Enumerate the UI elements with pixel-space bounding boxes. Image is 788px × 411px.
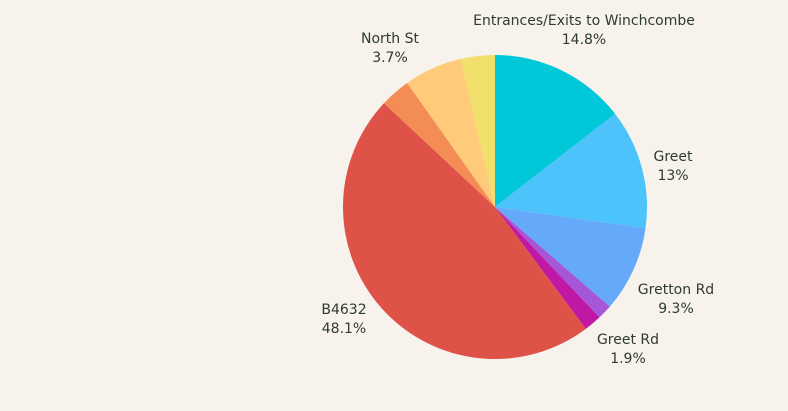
pie-slice-7 (407, 58, 495, 208)
slice-label: Greet (653, 149, 693, 165)
slice-value-label: 3.7% (372, 50, 408, 66)
pie-slices (342, 55, 648, 360)
pie-slice-entrances-exits-to-winchcombe (495, 55, 616, 207)
slice-value-label: 13% (657, 168, 688, 184)
pie-labels: Entrances/Exits to Winchcombe 14.8% Greet 1… (321, 13, 714, 367)
slice-value-label: 14.8% (562, 32, 606, 48)
pie-slice-north-st (460, 55, 495, 207)
pie-slice-gretton-rd (495, 207, 646, 307)
pie-slice-greet (495, 113, 648, 229)
slice-label: Gretton Rd (638, 282, 714, 298)
pie-slice-greet-rd (495, 207, 600, 329)
slice-label: B4632 (321, 302, 366, 318)
slice-label: Greet Rd (597, 332, 659, 348)
pie-slice-6 (383, 82, 495, 207)
slice-label: Entrances/Exits to Winchcombe (473, 13, 695, 29)
slice-value-label: 48.1% (322, 321, 366, 337)
slice-value-label: 1.9% (610, 351, 646, 367)
pie-slice-3 (495, 207, 610, 318)
slice-value-label: 9.3% (658, 301, 694, 317)
slice-label: North St (361, 31, 419, 47)
pie-slice-b4632 (342, 103, 586, 360)
